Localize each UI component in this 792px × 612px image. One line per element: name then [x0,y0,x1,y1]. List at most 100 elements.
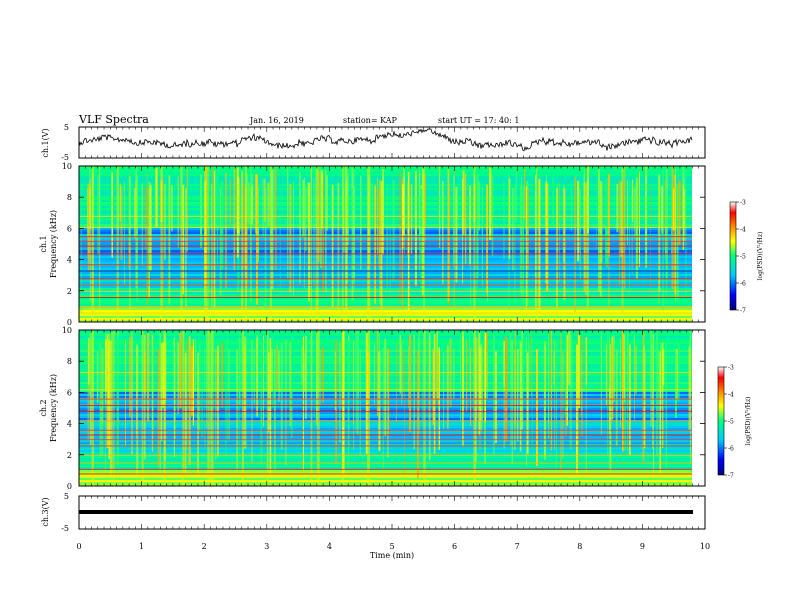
spectrogram-streak [334,351,336,411]
spectrogram-streak [624,349,627,452]
spectrogram-streak [378,188,381,268]
spectrogram-streak [380,181,383,310]
spectrogram-streak [131,332,133,455]
ytick-label: 8 [67,357,72,366]
spectrogram-line [79,297,692,298]
spectrogram-streak [272,331,274,408]
spectrogram-band [79,336,692,339]
colorbar-tick-label: -7 [740,308,746,315]
spectrogram-streak [168,175,171,305]
spectrogram-streak [433,334,436,454]
spectrogram-streak [402,349,404,400]
spectrogram-streak [622,181,624,278]
spectrogram-band [79,478,692,481]
spectrogram-streak [544,349,545,394]
spectrogram-band [79,178,692,181]
xtick-label: 8 [577,542,582,551]
spectrogram-streak [335,340,337,464]
spectrogram-band [79,448,692,451]
ytick-label: 0 [67,482,72,491]
spectrogram-streak [221,182,224,270]
ch1-ytick-top: 5 [64,123,69,132]
spectrogram-band [79,286,692,289]
ytick-label: 6 [67,388,72,397]
spectrogram-band [79,224,692,227]
spectrogram-streak [438,347,440,450]
spectrogram-yellow-column [160,166,163,322]
spectrogram-streak [269,338,272,477]
spectrogram-streak [89,187,91,229]
spectrogram-streak [110,341,112,477]
spectrogram-line [79,236,692,238]
spectrogram-band [79,218,692,221]
spectrogram-streak [478,181,481,231]
spectrogram-streak [427,338,429,419]
spectrogram-streak [141,183,143,266]
spectrogram-yellow-column [473,330,476,486]
spectrogram-streak [574,176,576,313]
spectrogram-streak [197,352,199,474]
spectrogram-streak [436,331,438,400]
spectrogram-streak [585,337,587,475]
spectrogram-streak [384,339,387,436]
spectrogram-band [79,298,692,301]
spectrogram-line [79,468,692,470]
spectrogram-streak [244,346,246,417]
spectrogram-streak [596,173,597,250]
spectrogram-streak [677,184,679,233]
spectrogram-line [79,389,692,391]
spectrogram-streak [301,346,304,386]
spectrogram-line [79,253,692,255]
spectrogram-streak [622,330,624,452]
spectrogram-streak [475,337,478,422]
spectrogram-band [79,262,692,265]
spectrogram-streak [106,333,109,448]
spectrogram-streak [462,178,464,284]
spectrogram-streak [371,183,373,229]
spectrogram-streak [631,179,634,222]
spectrogram-streak [487,184,488,301]
xtick-label: 10 [700,542,710,551]
spectrogram-band [79,466,692,469]
spectrogram-streak [275,167,277,271]
ch2-spectrogram-panel: ch.2 Frequency (kHz) 0 2 4 6 8 10 [39,326,706,491]
spectrogram-band [79,300,692,303]
spectrogram-streak [597,174,600,232]
spectrogram-line [79,372,692,374]
ch3-waveform-line [79,510,693,514]
spectrogram-streak [352,186,355,282]
spectrogram-streak [360,175,362,270]
spectrogram-streak [560,333,562,474]
spectrogram-streak [508,178,511,259]
spectrogram-streak [135,167,138,289]
spectrogram-streak [607,333,609,456]
spectrogram-band [79,274,692,277]
spectrogram-streak [609,344,612,475]
spectrogram-band [79,198,692,201]
spectrogram-streak [302,179,305,238]
spectrogram-streak [556,188,558,309]
spectrogram-streak [320,169,322,268]
spectrogram-band [79,438,692,441]
ch1-ytick-bottom: -5 [61,153,69,162]
spectrogram-streak [325,169,327,293]
spectrogram-line [79,226,692,228]
spectrogram-line [79,473,692,475]
ch2-spectrogram-ylabel: ch.2 [39,399,48,416]
spectrogram-streak [599,180,602,297]
spectrogram-band [79,170,692,173]
spectrogram-streak [278,350,280,402]
spectrogram-streak [650,330,652,427]
spectrogram-streak [527,352,529,455]
spectrogram-line [79,420,692,422]
spectrogram-streak [478,332,481,435]
spectrogram-streak [522,186,524,305]
spectrogram-band [79,190,692,193]
xtick-label: 5 [389,542,394,551]
spectrogram-streak [460,336,462,422]
spectrogram-streak [322,346,324,403]
colorbar-tick-label: -5 [740,254,746,261]
xtick-label: 2 [202,542,207,551]
spectrogram-streak [665,188,668,302]
ch1-colorbar: -3 -4 -5 -6 -7 log(PSD)(V²/Hz) [729,200,764,315]
